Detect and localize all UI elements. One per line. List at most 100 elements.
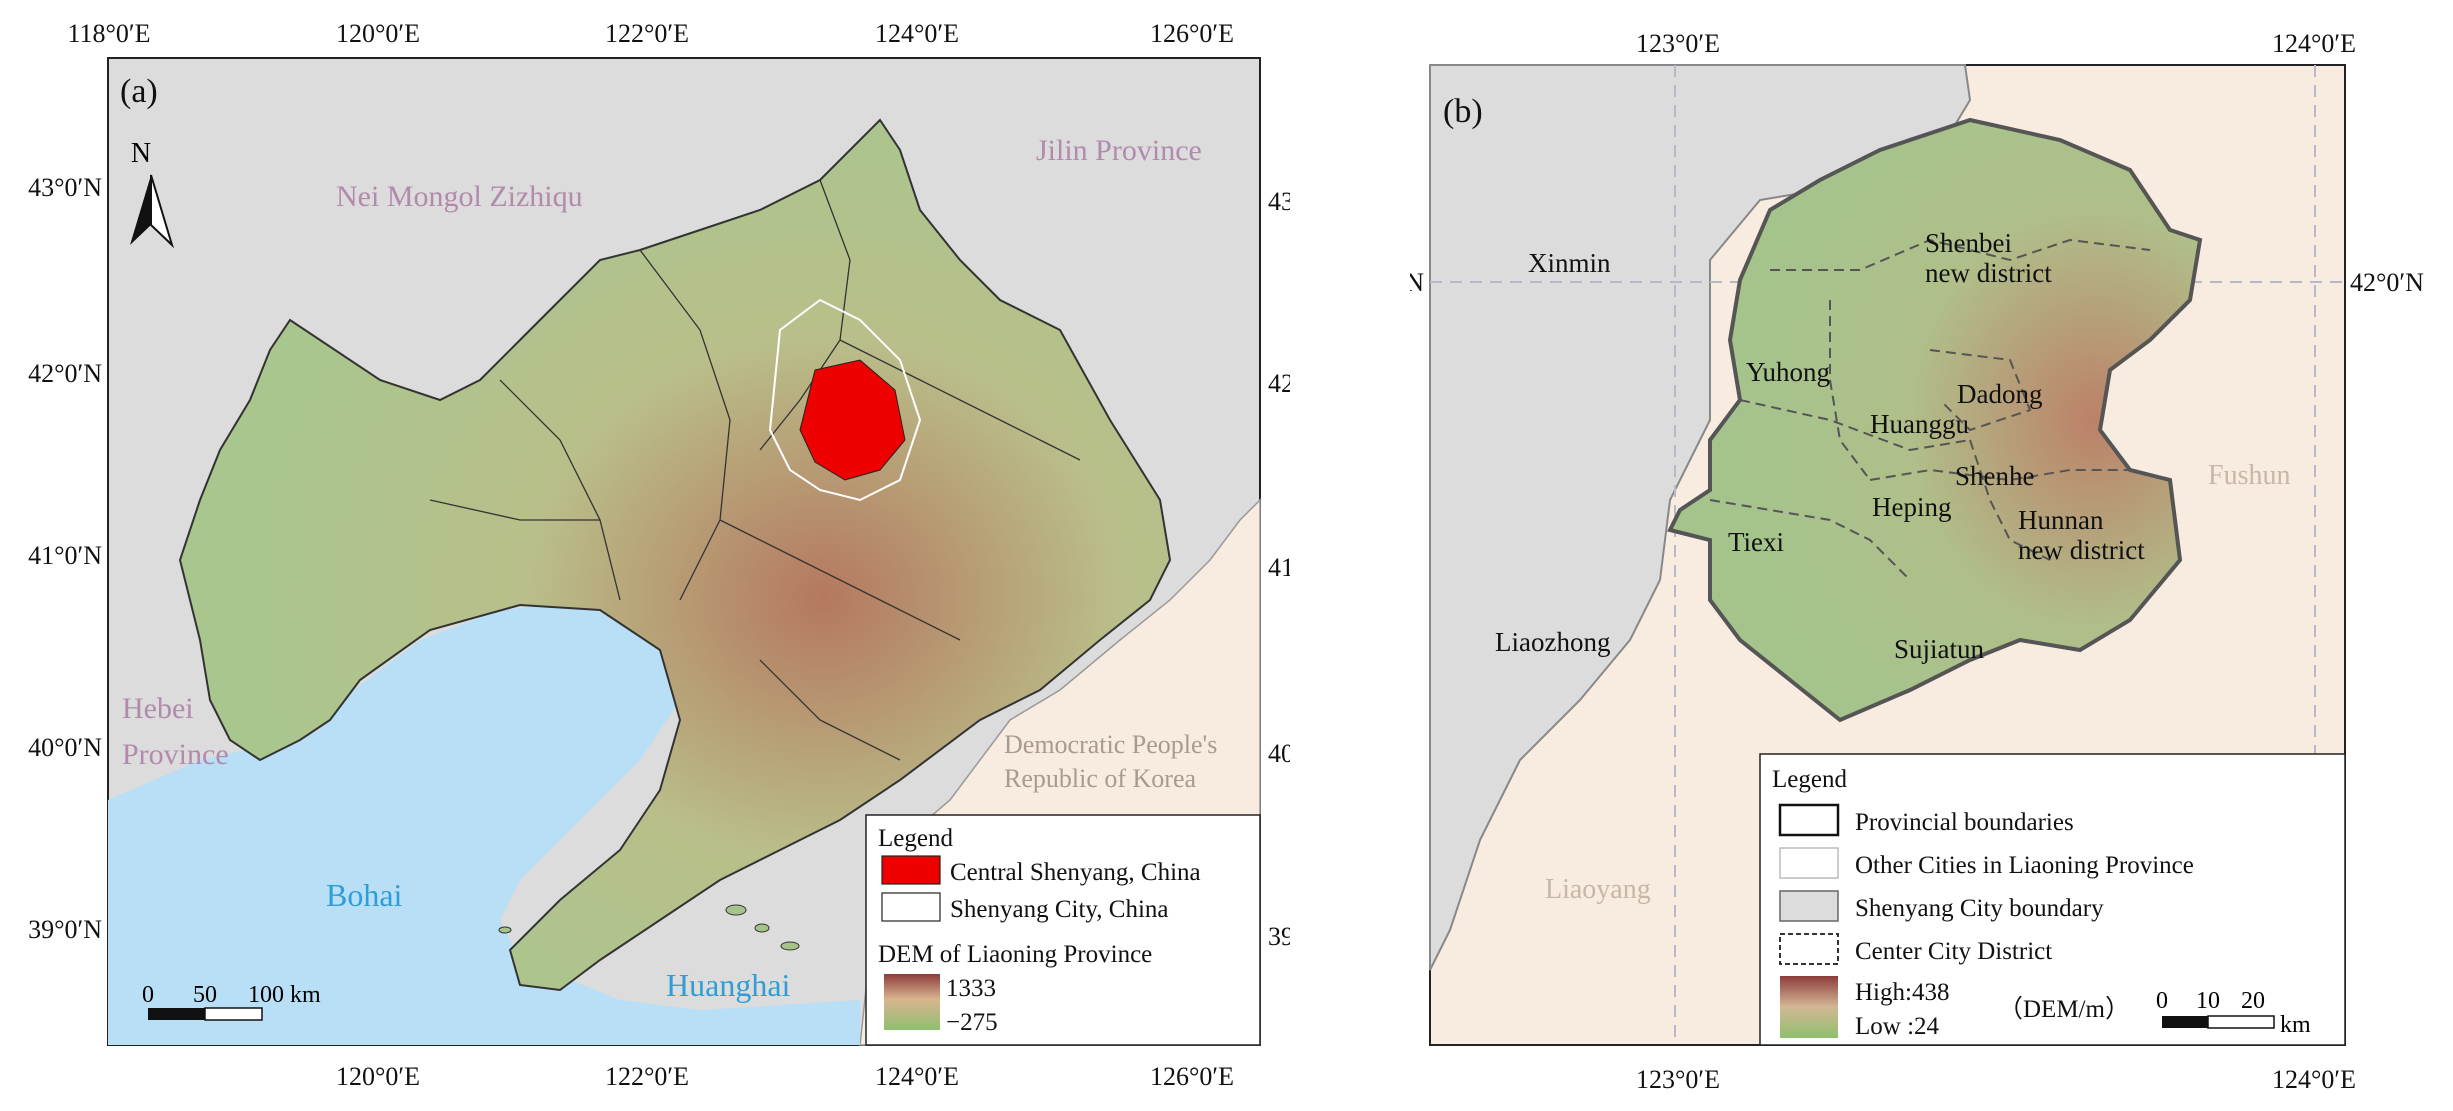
tick-label: 41°0′N — [1268, 553, 1290, 582]
shenyang-map-svg: (b) 123°0′E 124°0′E 123°0′E 124°0′E 42°0… — [1350, 29, 2424, 1094]
tick-label: 126°0′E — [1150, 19, 1234, 48]
scale-tick: 20 — [2241, 988, 2265, 1014]
legend-dem-high: 1333 — [946, 975, 996, 1002]
label-yuhong: Yuhong — [1746, 357, 1830, 387]
panel-a-label: (a) — [120, 73, 158, 110]
legend-item-other-cities: Other Cities in Liaoning Province — [1855, 852, 2194, 879]
tick-label: 120°0′E — [336, 19, 420, 48]
tick-label: 39°0′N — [1268, 922, 1290, 951]
legend-item-center: Center City District — [1855, 938, 2052, 965]
label-dprk-1: Democratic People's — [1004, 730, 1217, 759]
tick-label: 39°0′N — [28, 915, 102, 944]
north-arrow: N — [130, 138, 175, 249]
legend-swatch-shenyang — [1779, 890, 1839, 922]
district-boundaries — [1709, 238, 2151, 581]
legend-swatch-other-cities — [1779, 847, 1839, 879]
panel-b-shenyang-map: (b) 123°0′E 124°0′E 123°0′E 124°0′E 42°0… — [1350, 0, 2453, 1106]
label-dprk-2: Republic of Korea — [1004, 764, 1197, 793]
label-hunnan-1: Hunnan — [2018, 505, 2104, 535]
label-sujiatun: Sujiatun — [1894, 634, 1985, 664]
tick-label: 120°0′E — [336, 1062, 420, 1091]
right-ticks-a: 43°0′N 42°0′N 41°0′N 40°0′N 39°0′N — [1268, 187, 1342, 951]
scale-tick: 0 — [2156, 988, 2168, 1014]
tick-label: 123°0′E — [1636, 1065, 1720, 1094]
legend-dem-ramp — [884, 974, 940, 1030]
bottom-ticks-a: 120°0′E 122°0′E 124°0′E 126°0′E — [336, 1062, 1234, 1091]
legend-item-central: Central Shenyang, China — [950, 859, 1201, 886]
tick-label: 124°0′E — [2272, 1065, 2356, 1094]
legend-item-shenyang: Shenyang City boundary — [1855, 895, 2104, 922]
liaoning-province — [178, 118, 1172, 992]
top-ticks-a: 118°0′E 120°0′E 122°0′E 124°0′E 126°0′E — [67, 19, 1233, 48]
scale-tick: 0 — [142, 982, 154, 1008]
label-hebei-2: Province — [122, 738, 229, 771]
tick-label: 124°0′E — [2272, 29, 2356, 58]
tick-label: 43°0′N — [1268, 187, 1290, 216]
tick-label: 40°0′N — [1268, 739, 1290, 768]
legend-a: Legend Central Shenyang, China Shenyang … — [865, 814, 1261, 1046]
north-arrow-label: N — [131, 138, 151, 169]
scale-bar-a: 0 50 100 km — [142, 982, 321, 1021]
legend-b: Legend Provincial boundaries Other Citie… — [1759, 753, 2346, 1046]
city-boundaries — [429, 179, 1081, 761]
label-dadong: Dadong — [1957, 379, 2042, 409]
label-shenhe: Shenhe — [1955, 461, 2035, 491]
tick-label: 40°0′N — [28, 733, 102, 762]
scale-unit: km — [2280, 1012, 2311, 1038]
legend-b-dem-unit: （DEM/m） — [1998, 995, 2130, 1023]
scale-tick: 10 — [2196, 988, 2220, 1014]
tick-label: 42°0′N — [1268, 369, 1290, 398]
north-arrow-icon — [130, 175, 151, 245]
legend-dem-low: −275 — [946, 1009, 998, 1036]
legend-b-dem-low: Low :24 — [1855, 1013, 1940, 1040]
tick-label: 41°0′N — [28, 541, 102, 570]
left-ticks-a: 43°0′N 42°0′N 41°0′N 40°0′N 39°0′N — [28, 173, 102, 944]
tick-label: 124°0′E — [875, 19, 959, 48]
tick-label: 123°0′E — [1636, 29, 1720, 58]
label-heping: Heping — [1872, 492, 1951, 522]
legend-item-provincial: Provincial boundaries — [1855, 809, 2074, 836]
panel-a-liaoning-map: (a) N 118°0′E 120°0′E 122°0′E 124°0′E 12… — [28, 19, 1342, 1091]
legend-swatch-provincial — [1778, 803, 1840, 837]
tick-label: 122°0′E — [605, 1062, 689, 1091]
label-fushun: Fushun — [2208, 460, 2290, 491]
label-xinmin: Xinmin — [1528, 248, 1611, 278]
tick-label: 42°0′N — [2350, 268, 2424, 297]
bohai-huanghai-sea — [108, 600, 860, 1045]
legend-b-dem-ramp — [1780, 976, 1838, 1038]
tick-label: 43°0′N — [28, 173, 102, 202]
liaoning-map-svg: (a) N 118°0′E 120°0′E 122°0′E 124°0′E 12… — [28, 19, 1342, 1091]
legend-swatch-center — [1779, 933, 1839, 965]
scale-tick: 100 km — [248, 982, 321, 1008]
legend-a-title: Legend — [878, 825, 953, 852]
tick-label: 118°0′E — [67, 19, 150, 48]
tick-label: 124°0′E — [875, 1062, 959, 1091]
legend-b-title: Legend — [1772, 766, 1847, 793]
scale-tick: 50 — [193, 982, 217, 1008]
central-shenyang — [799, 359, 906, 481]
label-liaoyang: Liaoyang — [1545, 874, 1651, 905]
shenyang-city-outline — [768, 298, 922, 502]
legend-dem-title: DEM of Liaoning Province — [878, 941, 1152, 968]
label-huanggu: Huanggu — [1870, 409, 1969, 439]
legend-b-dem-high: High:438 — [1855, 979, 1949, 1006]
label-jilin: Jilin Province — [1036, 134, 1202, 167]
tick-label: 126°0′E — [1150, 1062, 1234, 1091]
legend-item-city: Shenyang City, China — [950, 896, 1169, 923]
legend-swatch-central — [881, 855, 941, 885]
tick-label: 122°0′E — [605, 19, 689, 48]
islands — [498, 904, 800, 951]
label-shenbei-2: new district — [1925, 258, 2052, 288]
label-huanghai: Huanghai — [666, 967, 791, 1003]
label-bohai: Bohai — [326, 877, 403, 913]
label-tiexi: Tiexi — [1728, 527, 1784, 557]
label-shenbei-1: Shenbei — [1925, 228, 2012, 258]
scale-bar-b: 0 10 20 km — [2156, 988, 2311, 1038]
tick-label: 42°0′N — [1410, 268, 1424, 297]
label-nei-mongol: Nei Mongol Zizhiqu — [336, 180, 583, 213]
legend-swatch-city — [881, 892, 941, 922]
label-liaozhong: Liaozhong — [1495, 627, 1610, 657]
panel-b-label: (b) — [1443, 93, 1483, 130]
tick-label: 42°0′N — [28, 359, 102, 388]
label-hebei-1: Hebei — [122, 692, 194, 725]
